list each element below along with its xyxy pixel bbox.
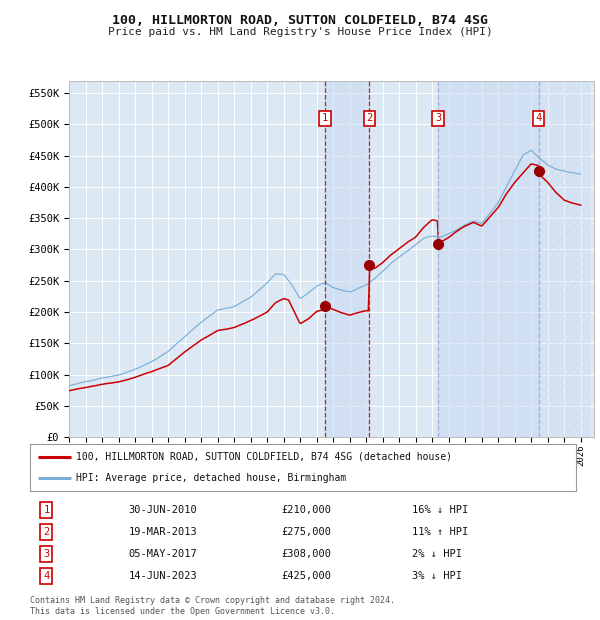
Text: 4: 4 bbox=[536, 113, 542, 123]
Text: 11% ↑ HPI: 11% ↑ HPI bbox=[412, 527, 469, 537]
Text: 3: 3 bbox=[43, 549, 50, 559]
Text: HPI: Average price, detached house, Birmingham: HPI: Average price, detached house, Birm… bbox=[76, 473, 347, 484]
Text: 16% ↓ HPI: 16% ↓ HPI bbox=[412, 505, 469, 515]
Text: 14-JUN-2023: 14-JUN-2023 bbox=[128, 571, 197, 581]
Text: 100, HILLMORTON ROAD, SUTTON COLDFIELD, B74 4SG: 100, HILLMORTON ROAD, SUTTON COLDFIELD, … bbox=[112, 14, 488, 27]
Text: 19-MAR-2013: 19-MAR-2013 bbox=[128, 527, 197, 537]
Text: 05-MAY-2017: 05-MAY-2017 bbox=[128, 549, 197, 559]
Text: 2: 2 bbox=[43, 527, 50, 537]
Text: £275,000: £275,000 bbox=[281, 527, 331, 537]
Text: £210,000: £210,000 bbox=[281, 505, 331, 515]
Text: 30-JUN-2010: 30-JUN-2010 bbox=[128, 505, 197, 515]
Bar bbox=[539, 81, 589, 437]
Text: 1: 1 bbox=[43, 505, 50, 515]
Text: £425,000: £425,000 bbox=[281, 571, 331, 581]
Text: 3: 3 bbox=[435, 113, 441, 123]
Text: Price paid vs. HM Land Registry's House Price Index (HPI): Price paid vs. HM Land Registry's House … bbox=[107, 27, 493, 37]
Text: 4: 4 bbox=[43, 571, 50, 581]
Bar bbox=[325, 81, 370, 437]
Bar bbox=[438, 81, 539, 437]
Text: 1: 1 bbox=[322, 113, 328, 123]
Text: £308,000: £308,000 bbox=[281, 549, 331, 559]
Text: 2: 2 bbox=[367, 113, 373, 123]
Text: 3% ↓ HPI: 3% ↓ HPI bbox=[412, 571, 462, 581]
Text: 2% ↓ HPI: 2% ↓ HPI bbox=[412, 549, 462, 559]
Text: Contains HM Land Registry data © Crown copyright and database right 2024.
This d: Contains HM Land Registry data © Crown c… bbox=[30, 596, 395, 616]
Text: 100, HILLMORTON ROAD, SUTTON COLDFIELD, B74 4SG (detached house): 100, HILLMORTON ROAD, SUTTON COLDFIELD, … bbox=[76, 451, 452, 462]
